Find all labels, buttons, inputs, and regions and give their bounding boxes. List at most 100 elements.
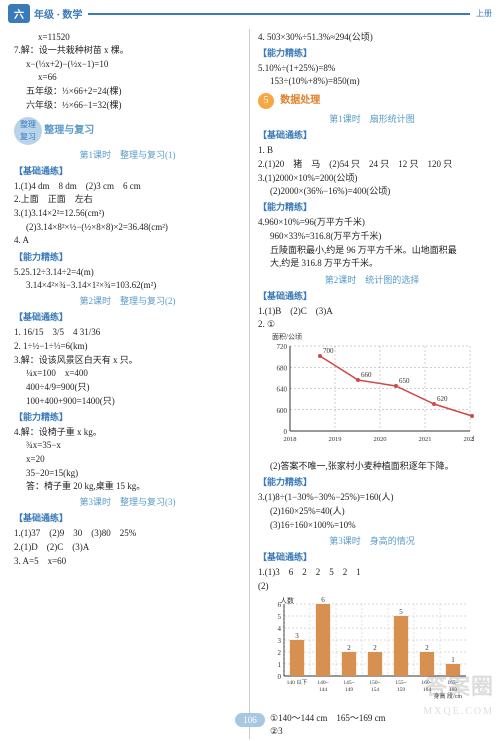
skill-practice-label: 【能力精练】: [14, 250, 241, 263]
ans-1: 1.(1)4 dm 8 dm (2)3 cm 6 cm: [14, 180, 241, 192]
svg-text:2: 2: [278, 649, 282, 657]
ans-3-2: (2)3.14×8²×½−(½×8×8)×2=36.48(cm²): [14, 221, 241, 233]
skill-practice-label: 【能力精练】: [258, 200, 486, 213]
svg-text:145~: 145~: [343, 680, 354, 686]
header-divider: [88, 13, 470, 15]
svg-text:年份: 年份: [472, 434, 474, 443]
grade6: 六年级：½×66−1=32(棵): [14, 99, 241, 111]
svg-text:1: 1: [278, 661, 282, 669]
svg-text:2020: 2020: [374, 436, 387, 443]
eq: x−(⅓x+2)−(½x−1)=10: [14, 58, 241, 70]
svg-text:155~: 155~: [395, 680, 406, 686]
eq: x=20: [14, 453, 241, 465]
content-columns: x=11520 7.解：设一共栽种树苗 x 棵。 x−(⅓x+2)−(½x−1)…: [0, 27, 500, 741]
ans-3: 3.解：设该风景区白天有 x 只。: [14, 354, 241, 366]
lesson-1-heading: 第1课时 整理与复习(1): [14, 148, 241, 161]
ans-1: 1.(1)B (2)C (3)A: [258, 305, 486, 317]
ans-5b: 3.14×4²×¾−3.14×1²×¾=103.62(m²): [14, 279, 241, 291]
page-header: 六 年级 · 数学 上册: [0, 0, 500, 27]
unit-number-icon: 5: [258, 93, 274, 109]
svg-text:2: 2: [425, 644, 429, 652]
base-practice-label: 【基础通练】: [14, 310, 241, 323]
lesson-2-heading: 第2课时 整理与复习(2): [14, 294, 241, 307]
ans-4a: 4.960×10%=96(万平方千米): [258, 216, 486, 228]
ans-4c: 丘陵面积最小,约是 96 万平方千米。山地面积最: [258, 244, 486, 256]
lesson-3-heading: 第3课时 整理与复习(3): [14, 495, 241, 508]
svg-text:144: 144: [319, 687, 328, 693]
ans-4: 4.解：设椅子重 x kg。: [14, 426, 241, 438]
svg-text:2018: 2018: [284, 436, 297, 443]
ans-5b: 153÷(10%+8%)=850(m): [258, 75, 486, 87]
svg-text:149: 149: [345, 687, 354, 693]
ans-3-1: 3.(1)2000×10%=200(公顷): [258, 172, 486, 184]
svg-text:720: 720: [277, 343, 288, 351]
base-practice-label: 【基础通练】: [258, 128, 486, 141]
book-tag: 上册: [476, 8, 492, 19]
eq: x=66: [14, 71, 241, 83]
svg-text:5: 5: [399, 608, 403, 616]
eq: 400÷4/9=900(只): [14, 381, 241, 393]
ans-1-1: 1.(1)3 6 2 2 5 2 1: [258, 566, 486, 578]
ans-2: 2.(1)D (2)C (3)A: [14, 541, 241, 553]
eq: ¼x=100 x=400: [14, 367, 241, 379]
unit-5-header: 5 数据处理: [258, 93, 486, 109]
lesson-2-heading: 第2课时 统计图的选择: [258, 273, 486, 286]
ans-3-1: 3.(1)8÷(1−30%−30%−25%)=160(人): [258, 491, 486, 503]
ans-2: 2.(1)20 猪 马 (2)54 只 24 只 12 只 120 只: [258, 158, 486, 170]
svg-text:6: 6: [321, 596, 325, 604]
svg-text:140 以下: 140 以下: [287, 679, 308, 686]
svg-text:700: 700: [323, 347, 334, 355]
page-footer: 106: [0, 713, 500, 727]
svg-text:154: 154: [371, 687, 380, 693]
ans-1: 1. B: [258, 144, 486, 156]
svg-text:2021: 2021: [419, 436, 432, 443]
svg-text:650: 650: [399, 377, 410, 385]
ans-3-2: (2)2000×(36%−16%)=400(公顷): [258, 185, 486, 197]
problem-7: 7.解：设一共栽种树苗 x 棵。: [14, 44, 241, 56]
ans-2: 2.上面 正面 左右: [14, 193, 241, 205]
base-practice-label: 【基础通练】: [14, 164, 241, 177]
ans-5a: 5.10%÷(1+25%)=8%: [258, 62, 486, 74]
svg-text:620: 620: [437, 395, 448, 403]
grade5: 五年级：⅓×66+2=24(棵): [14, 85, 241, 97]
ans-1: 1. 16/15 3/5 4 31/36: [14, 326, 241, 338]
svg-text:3: 3: [295, 632, 299, 640]
answer-text: 答：椅子重 20 kg,桌重 15 kg。: [14, 480, 241, 492]
lesson-1-heading: 第1课时 扇形统计图: [258, 112, 486, 125]
lesson-3-heading: 第3课时 身高的情况: [258, 534, 486, 547]
skill-practice-label: 【能力精练】: [258, 46, 486, 59]
ans-1: 1.(1)37 (2)9 30 (3)80 25%: [14, 527, 241, 539]
svg-text:680: 680: [277, 365, 288, 373]
svg-text:2: 2: [373, 644, 377, 652]
watermark: 答案圈: [425, 669, 494, 701]
svg-text:0: 0: [284, 428, 288, 436]
base-practice-label: 【基础通练】: [258, 289, 486, 302]
ans-3-3: (3)16÷160×100%=10%: [258, 519, 486, 531]
svg-text:5: 5: [278, 613, 282, 621]
svg-text:2: 2: [347, 644, 351, 652]
subject-label: 年级 · 数学: [34, 6, 82, 21]
svg-text:人数: 人数: [280, 596, 294, 605]
eq: 35−20=15(kg): [14, 467, 241, 479]
ans-1-2: (2): [258, 580, 486, 592]
svg-text:150~: 150~: [369, 680, 380, 686]
ans-3-2: (2)160×25%=40(人): [258, 505, 486, 517]
svg-text:660: 660: [361, 371, 372, 379]
unit-5-title: 数据处理: [280, 95, 320, 106]
eq: x=11520: [14, 31, 241, 43]
skill-practice-label: 【能力精练】: [14, 410, 241, 423]
ans-4b: 960×33%=316.8(万平方千米): [258, 230, 486, 242]
svg-text:3: 3: [278, 637, 282, 645]
ans-4: 4. A: [14, 234, 241, 246]
review-icon: 整理复习: [14, 117, 42, 145]
ans-2: 2. 1÷½−1÷⅓=6(km): [14, 340, 241, 352]
ans-2: 2. ①: [258, 318, 486, 330]
ans-3: 3. A=5 x=60: [14, 555, 241, 567]
svg-text:6: 6: [278, 601, 282, 609]
ans-2-note: (2)答案不唯一,张家村小麦种植面积逐年下降。: [258, 460, 486, 472]
line-chart-svg: 720680640600020182019202020212022年份70066…: [264, 334, 474, 454]
section-review: 整理复习 整理与复习: [14, 117, 241, 145]
line-chart: 面积/公顷 720680640600020182019202020212022年…: [258, 334, 486, 456]
eq: 100+400+900=1400(只): [14, 395, 241, 407]
svg-text:2019: 2019: [329, 436, 342, 443]
